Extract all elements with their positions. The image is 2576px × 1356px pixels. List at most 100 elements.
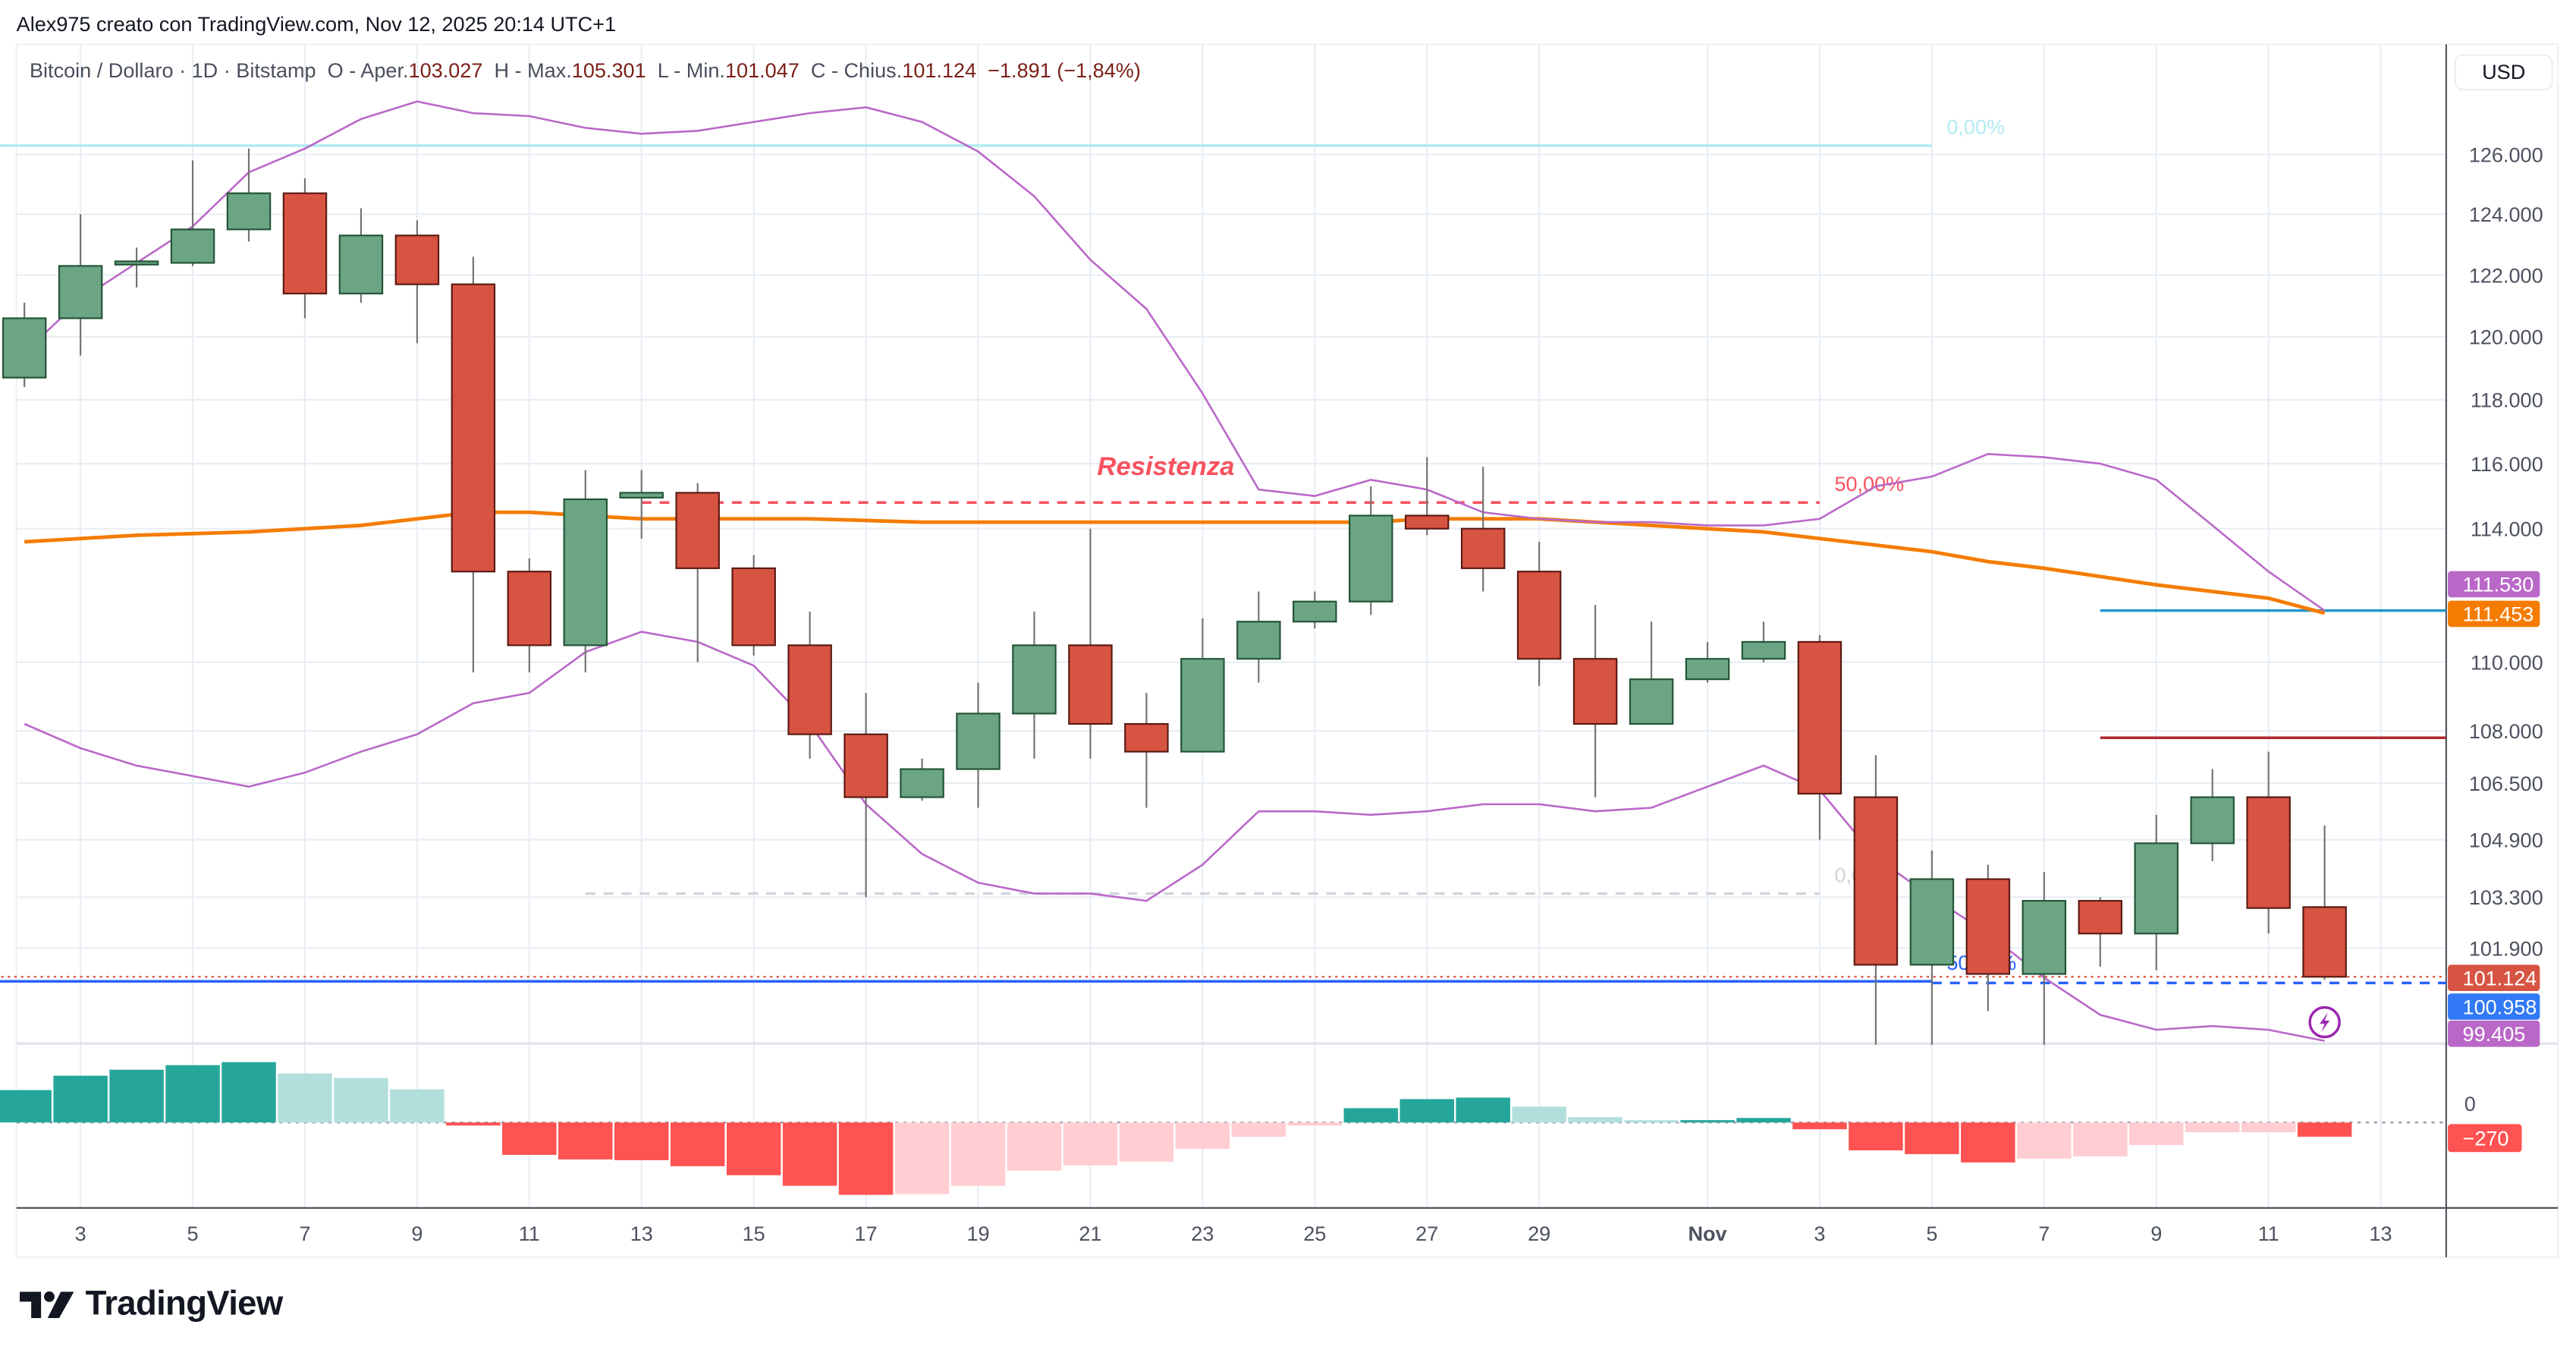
time-tick-label: 5: [187, 1222, 199, 1245]
price-tick-label: 120.000: [2469, 326, 2543, 349]
candle-body: [2302, 906, 2347, 978]
lightning-glyph: [2320, 1012, 2330, 1033]
chart-frame: [15, 43, 2559, 1258]
price-tick-label: 114.000: [2471, 517, 2543, 540]
histogram-bar: [1624, 1120, 1679, 1123]
histogram-bar: [1343, 1108, 1398, 1123]
candle: [282, 178, 328, 319]
histogram-bar: [1905, 1122, 1959, 1154]
time-tick-label: 5: [1926, 1222, 1937, 1245]
histogram-bar: [1231, 1122, 1286, 1137]
time-tick-label: 15: [743, 1222, 765, 1245]
change-value: −1.891 (−1,84%): [988, 58, 1141, 83]
time-tick-label: 25: [1303, 1222, 1326, 1245]
candle: [1516, 542, 1562, 687]
price-badge-label: 100.958: [2463, 995, 2537, 1018]
candle: [1965, 864, 2011, 1011]
candle-body: [170, 228, 215, 264]
candle-body: [2134, 842, 2179, 935]
candle-body: [1349, 514, 1393, 602]
symbol-name[interactable]: Bitcoin / Dollaro · 1D · Bitstamp: [29, 58, 316, 83]
histogram-bar: [165, 1065, 220, 1123]
level-label: 0,00%: [1946, 115, 2005, 139]
bollinger-upper-line: [24, 100, 2326, 612]
candle-body: [1460, 527, 1506, 569]
candle: [1853, 755, 1899, 1045]
candle: [2022, 872, 2067, 1045]
candle-body: [900, 768, 944, 798]
candle: [1349, 486, 1393, 615]
time-tick-label: 13: [2370, 1222, 2392, 1245]
moving-average-line: [24, 510, 2326, 615]
candle-body: [1685, 658, 1730, 681]
candle: [170, 160, 215, 266]
histogram-bar: [670, 1122, 725, 1166]
resistance-annotation: Resistenza: [1097, 452, 1234, 481]
histogram-bar: [502, 1122, 557, 1155]
candle-body: [1180, 658, 1225, 753]
histogram-bar: [838, 1122, 894, 1195]
price-badge: [2448, 993, 2540, 1020]
histogram-zero-label: 0: [2464, 1092, 2476, 1115]
price-badge: [2448, 964, 2540, 991]
candle-body: [451, 283, 496, 573]
time-tick-label: 21: [1079, 1222, 1101, 1245]
histogram-bar: [1849, 1122, 1903, 1150]
price-badge-label: 101.124: [2463, 966, 2537, 989]
price-tick-label: 106.500: [2469, 772, 2543, 795]
symbol-legend: Bitcoin / Dollaro · 1D · Bitstamp O - Ap…: [30, 59, 1141, 82]
candle: [114, 247, 159, 288]
candle-body: [2246, 796, 2291, 909]
candle-body: [1404, 514, 1450, 530]
histogram-bar: [278, 1073, 332, 1123]
candle-body: [1236, 621, 1281, 660]
price-badge: [2448, 1020, 2540, 1047]
candle-body: [2190, 796, 2235, 845]
histogram-badge: [2448, 1124, 2522, 1153]
candle: [675, 483, 720, 662]
price-badge: [2448, 571, 2540, 598]
candle-body: [1797, 640, 1842, 795]
histogram-bar: [1007, 1122, 1062, 1171]
close-label: C - Chius.: [810, 58, 903, 83]
candle: [1180, 618, 1225, 753]
currency-button[interactable]: USD: [2454, 54, 2553, 91]
candle-body: [1741, 640, 1786, 660]
price-badge-label: 111.530: [2463, 573, 2534, 596]
candle-body: [1965, 878, 2011, 975]
candle: [394, 220, 440, 344]
histogram-bar: [0, 1090, 52, 1123]
candle-body: [675, 492, 720, 569]
candle-body: [787, 644, 832, 735]
candle: [2302, 825, 2347, 980]
candle: [619, 470, 664, 539]
candle-body: [114, 260, 159, 266]
price-tick-label: 126.000: [2469, 143, 2543, 166]
histogram-bar: [446, 1122, 501, 1126]
brand-name: TradingView: [85, 1285, 284, 1323]
histogram-bar: [1792, 1122, 1847, 1130]
histogram-bar: [1287, 1122, 1343, 1126]
time-tick-label: 11: [519, 1222, 540, 1245]
candle: [1909, 850, 1955, 1045]
time-tick-label: 3: [1814, 1222, 1825, 1245]
candle: [1572, 605, 1618, 798]
time-tick-label: 19: [966, 1222, 989, 1245]
candle: [1012, 611, 1057, 759]
candle-body: [2078, 900, 2122, 935]
candle-body: [394, 234, 440, 285]
attribution: Alex975 creato con TradingView.com, Nov …: [16, 13, 617, 36]
time-tick-label: 11: [2258, 1222, 2279, 1245]
histogram-bar: [2297, 1122, 2352, 1137]
time-tick-label: 27: [1415, 1222, 1438, 1245]
candle: [226, 148, 272, 242]
time-tick-label: 7: [299, 1222, 310, 1245]
candle: [563, 470, 608, 673]
candle-body: [1124, 722, 1169, 753]
histogram-bar: [1680, 1120, 1735, 1123]
candle-body: [619, 492, 664, 499]
candle: [731, 555, 776, 656]
histogram-bar: [1961, 1122, 2015, 1163]
